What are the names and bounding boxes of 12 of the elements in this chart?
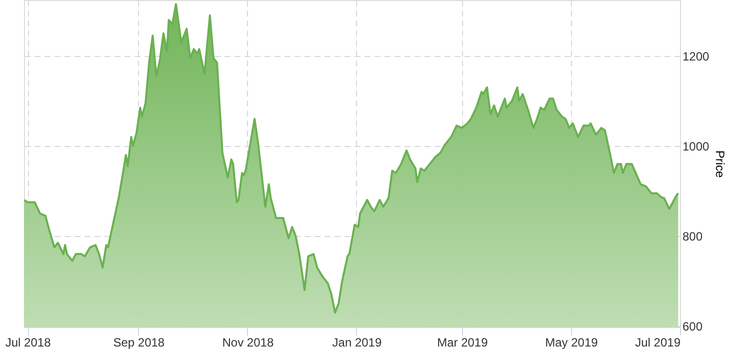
y-tick-label: 600 bbox=[682, 320, 703, 334]
y-axis-title: Price bbox=[713, 150, 728, 178]
x-tick-label: May 2019 bbox=[545, 336, 598, 350]
y-tick-label: 1200 bbox=[682, 49, 710, 64]
x-tick-label: Sep 2018 bbox=[113, 336, 165, 350]
x-tick-label: Mar 2019 bbox=[437, 336, 488, 350]
x-tick-label: Jan 2019 bbox=[332, 336, 382, 350]
x-tick-label: Jul 2019 bbox=[635, 336, 681, 350]
y-tick-label: 1000 bbox=[682, 139, 710, 154]
y-tick-label: 800 bbox=[682, 230, 703, 244]
x-tick-label: Jul 2018 bbox=[5, 336, 52, 350]
x-tick-label: Nov 2018 bbox=[222, 336, 274, 350]
